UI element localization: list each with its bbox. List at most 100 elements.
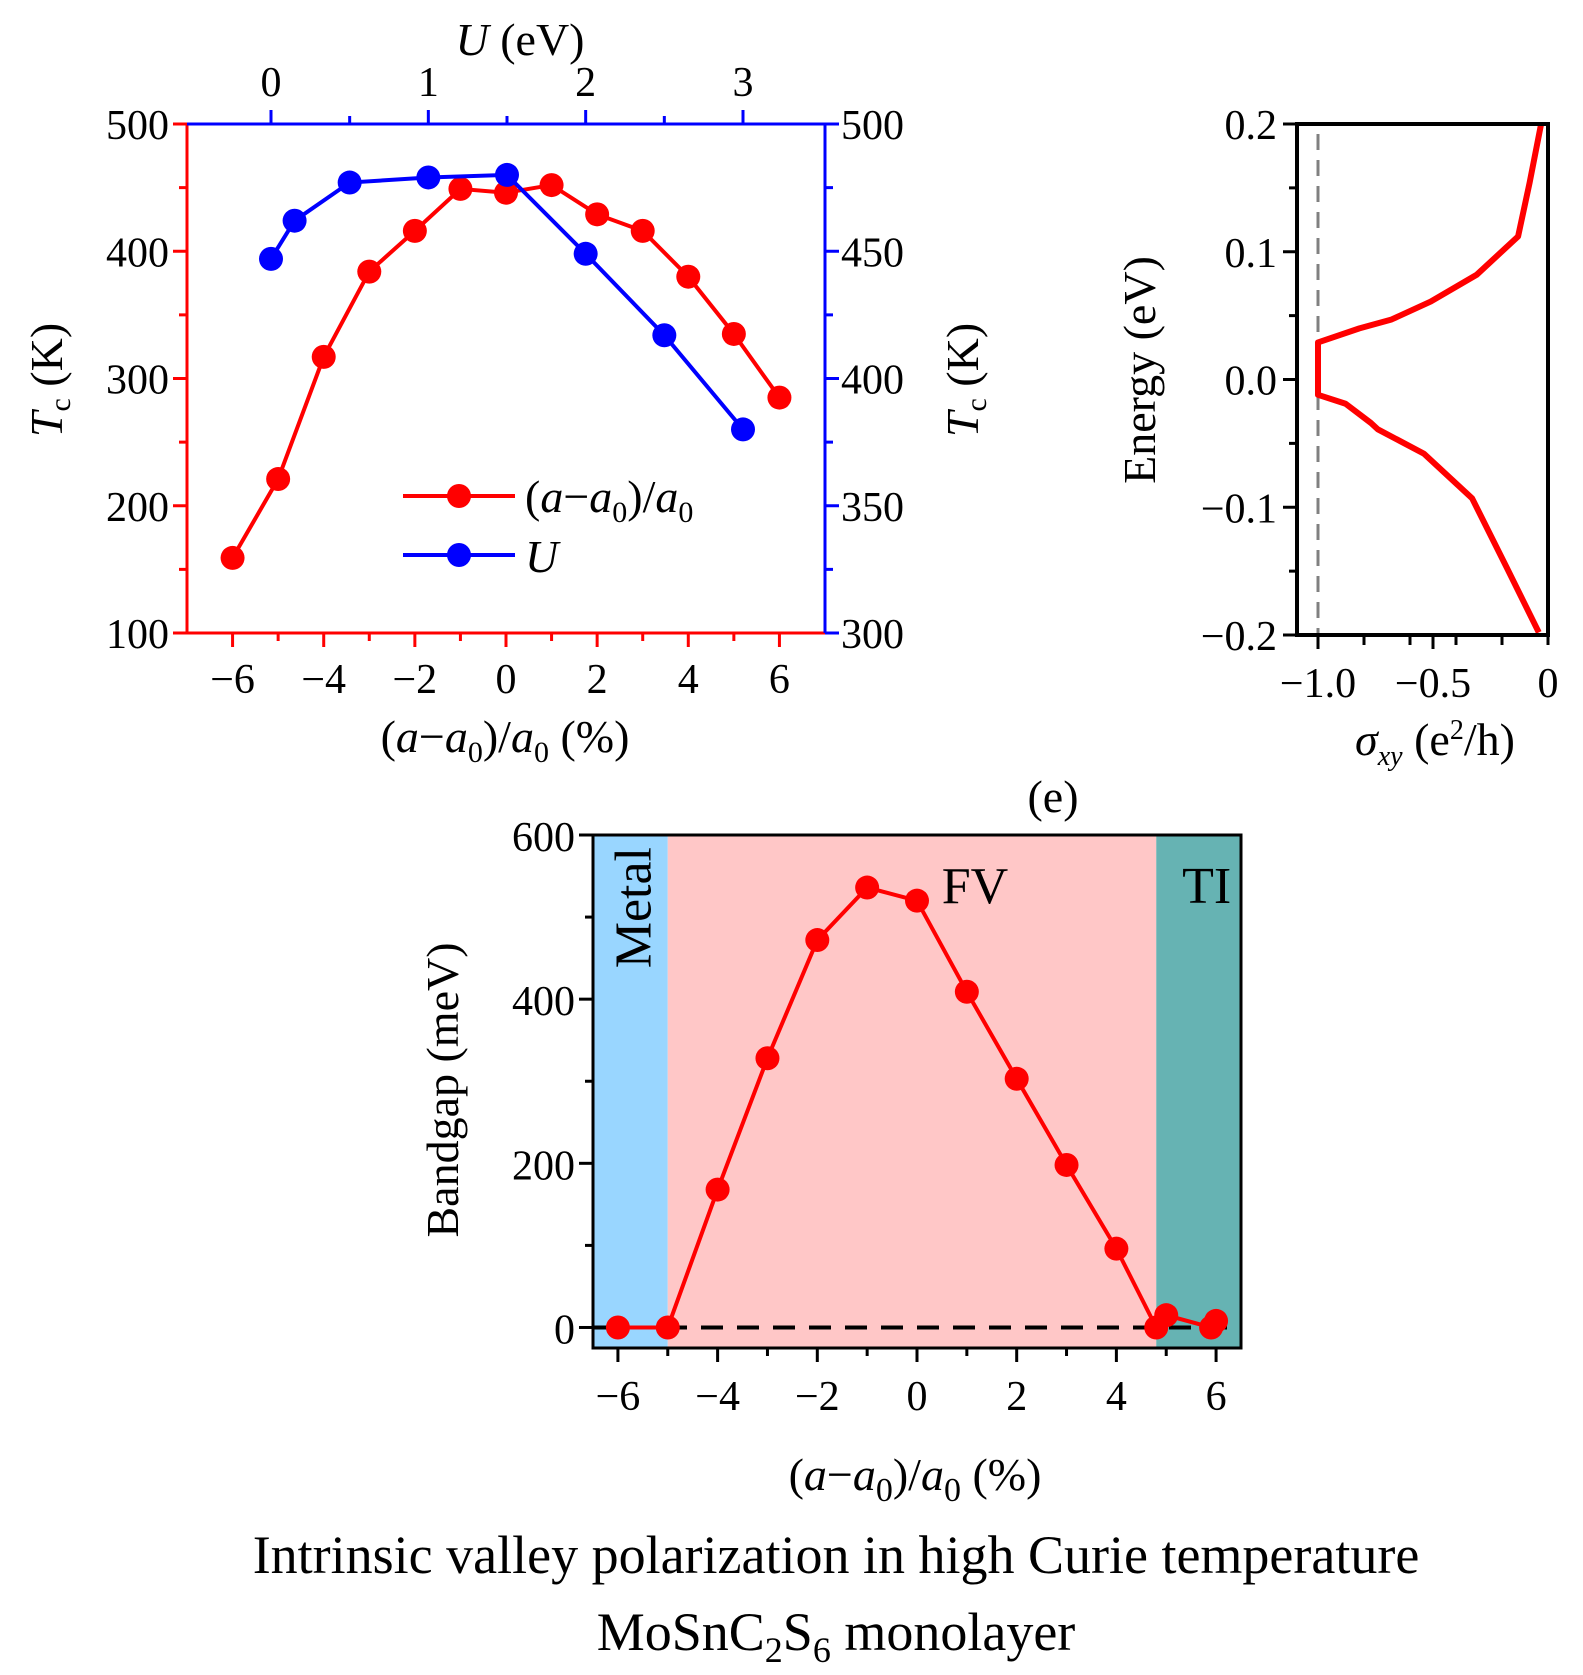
bx-slash: )/ [893, 1449, 921, 1500]
bx-sub2: 0 [944, 1472, 961, 1509]
data-point-bandgap [705, 1177, 730, 1202]
yl-var: T [21, 408, 72, 437]
region-metal [593, 835, 668, 1348]
caption-line-2: MoSnC2S6 monolayer [597, 1602, 1076, 1670]
data-point-strain [585, 202, 610, 227]
data-point-bandgap [954, 979, 979, 1004]
x-tick-label: 2 [587, 657, 608, 703]
data-point-bandgap [755, 1046, 780, 1071]
x-tick-label: 4 [1106, 1374, 1127, 1420]
y-right-tick-label: 500 [841, 103, 904, 149]
left-axis-title-p3: Bandgap (meV) [417, 942, 468, 1237]
yl-sub: c [44, 398, 77, 411]
yr-var: T [937, 408, 988, 437]
bx-a2: a [853, 1449, 876, 1500]
tc-panel: −6 −4 −2 0 2 4 6 100 200 300 400 500 0 1 2 3 300 350 400 45… [106, 60, 904, 703]
xl-a1: a [396, 711, 419, 762]
region-fv [667, 835, 1157, 1348]
xl-minus: − [419, 711, 445, 762]
lg-a1: a [540, 471, 563, 522]
x-tick-label: 0 [496, 657, 517, 703]
yr-sub: c [960, 398, 993, 411]
legend-marker-u [447, 543, 471, 567]
data-point-strain [721, 321, 746, 346]
series-line-strain [230, 182, 782, 559]
legend-label-strain: (a−a0)/a0 [525, 471, 693, 529]
bx-pre: ( [789, 1449, 804, 1500]
data-point-bandgap [655, 1315, 680, 1340]
bx-a1: a [804, 1449, 827, 1500]
data-point-strain [539, 173, 564, 198]
sx-sigma: σ [1355, 714, 1380, 765]
lg-slash: )/ [627, 471, 655, 522]
xl-a2: a [445, 711, 468, 762]
region-label-ti: TI [1182, 858, 1231, 915]
left-axis-title-p1: Tc (K) [21, 323, 77, 437]
data-point-strain [630, 218, 655, 243]
y-tick-label: 200 [512, 1143, 575, 1189]
bottom-axis-title-p3: (a−a0)/a0 (%) [789, 1449, 1042, 1509]
bx-post: (%) [961, 1449, 1041, 1500]
data-point-bandgap [1204, 1308, 1229, 1333]
data-point-bandgap [605, 1315, 630, 1340]
y-left-tick-label: 200 [106, 485, 169, 531]
top-axis-var: U [455, 14, 491, 65]
data-point-u [282, 208, 307, 233]
x-tick-label: −1.0 [1280, 661, 1356, 707]
bandgap-panel: Metal FV TI 0 200 400 600 −6 −4 −2 0 2 4 6 [512, 815, 1243, 1420]
x-tick-label: 6 [769, 657, 790, 703]
lg-a3: a [655, 471, 678, 522]
sigma-panel: −0.2 −0.1 0.0 0.1 0.2 −1.0 −0.5 0 [1201, 103, 1559, 707]
xl-sub2: 0 [534, 736, 549, 769]
bx-a3: a [921, 1449, 944, 1500]
data-point-bandgap [805, 928, 830, 953]
y-left-tick-label: 400 [106, 230, 169, 276]
region-label-fv: FV [942, 858, 1008, 915]
y-left-tick-label: 100 [106, 612, 169, 658]
x-tick-label: −6 [596, 1374, 641, 1420]
data-point-strain [448, 176, 473, 201]
x-tick-label: −6 [210, 657, 255, 703]
cap-b: S [783, 1602, 813, 1662]
y-tick-label: −0.2 [1201, 614, 1277, 660]
lg-a2: a [589, 471, 612, 522]
x-tick-label: −4 [301, 657, 346, 703]
bottom-axis-title-p2: σxy (e2/h) [1355, 714, 1515, 772]
data-point-strain [220, 545, 245, 570]
y-tick-label: 0.1 [1225, 231, 1278, 277]
y-tick-label: −0.1 [1201, 486, 1277, 532]
data-point-bandgap [905, 888, 929, 913]
y-tick-label: 400 [512, 979, 575, 1025]
lg-minus: − [563, 471, 589, 522]
legend-label-u: U [525, 531, 561, 582]
xl-post: (%) [549, 711, 629, 762]
yr-unit: (K) [937, 323, 988, 398]
x-tick-label: 2 [1006, 1374, 1027, 1420]
sx-unit-pre: (e [1403, 714, 1450, 765]
lg-sub: 0 [612, 496, 627, 529]
sx-sub: xy [1377, 741, 1403, 772]
cap-a: MoSnC [597, 1602, 765, 1662]
cap-c: monolayer [831, 1602, 1075, 1662]
x-top-tick-label: 0 [261, 60, 282, 106]
xl-pre: ( [381, 711, 396, 762]
data-point-u [573, 241, 598, 266]
sx-unit-post: /h) [1464, 714, 1515, 765]
region-ti [1156, 835, 1241, 1348]
bx-minus: − [827, 1449, 853, 1500]
y-right-tick-label: 450 [841, 230, 904, 276]
y-right-tick-label: 350 [841, 485, 904, 531]
data-point-bandgap [1004, 1066, 1029, 1091]
data-point-bandgap [1054, 1152, 1079, 1177]
top-axis-title: U (eV) [455, 14, 584, 65]
legend-marker-strain [447, 484, 471, 508]
x-tick-label: −2 [393, 657, 438, 703]
region-label-metal: Metal [605, 847, 662, 968]
bottom-axis-title-p1: (a−a0)/a0 (%) [381, 711, 630, 769]
y-right-tick-label: 400 [841, 358, 904, 404]
y-tick-label: 0.0 [1225, 359, 1278, 405]
data-point-strain [767, 385, 792, 410]
bx-sub: 0 [876, 1472, 893, 1509]
x-tick-label: 6 [1206, 1374, 1227, 1420]
